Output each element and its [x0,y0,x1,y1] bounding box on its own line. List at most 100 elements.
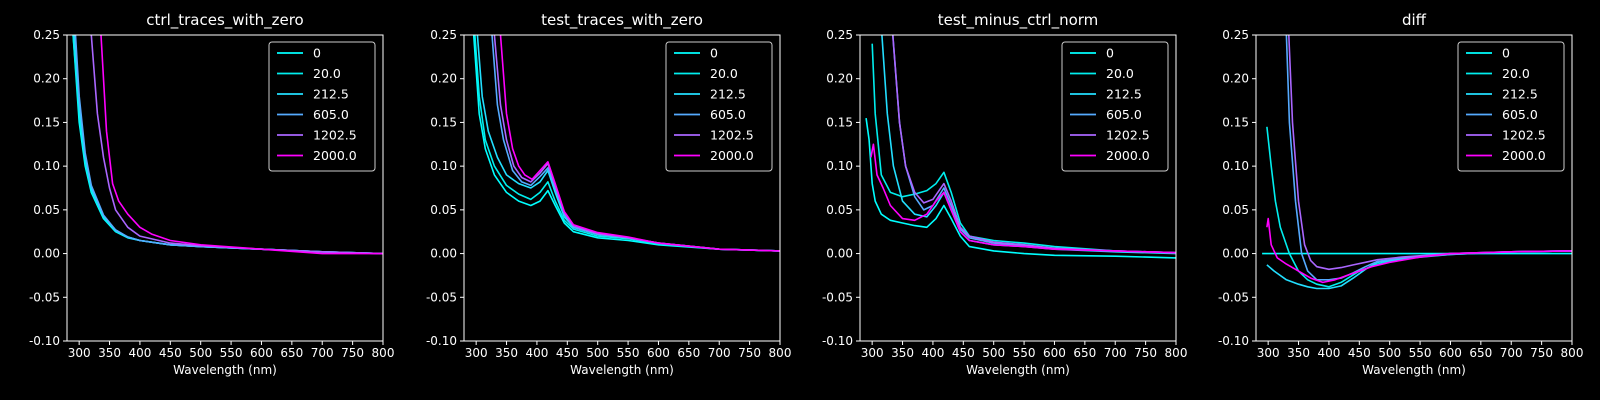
x-axis-label: Wavelength (nm) [1362,363,1466,377]
x-tick-label: 800 [372,346,395,360]
y-tick-label: -0.05 [1218,290,1249,304]
legend-entry-label: 0 [1502,46,1510,61]
plot-frame [1255,34,1573,342]
x-tick-label: 400 [525,346,548,360]
series-group [472,35,780,252]
chart-panel-3: test_minus_ctrl_norm 300 350 400 450 500 550 60… [822,11,1188,377]
legend: 0 20.0 212.5 605.0 1202.5 2000.0 [268,41,376,172]
legend-entry-label: 1202.5 [710,128,754,143]
x-tick-label: 700 [311,346,334,360]
x-tick-label: 450 [1348,346,1371,360]
x-tick-label: 300 [861,346,884,360]
y-tick-label: 0.00 [430,247,457,261]
legend-entry-label: 0 [313,46,321,61]
legend-entry-label: 605.0 [313,107,349,122]
x-tick-label: 550 [617,346,640,360]
y-tick-label: 0.15 [430,115,457,129]
y-tick-label: 0.15 [33,115,60,129]
x-tick-label: 650 [1469,346,1492,360]
x-tick-label: 450 [159,346,182,360]
series-line-2000.0 [870,143,1176,254]
series-group [865,35,1176,259]
legend-entry-label: 2000.0 [710,148,754,163]
x-tick-label: 450 [952,346,975,360]
series-line-0 [472,35,780,252]
legend-entry-label: 0 [710,46,718,61]
chart-title: test_traces_with_zero [541,11,703,30]
x-axis-label: Wavelength (nm) [570,363,674,377]
y-tick-label: 0.05 [826,203,853,217]
x-tick-label: 600 [1043,346,1066,360]
x-axis-label: Wavelength (nm) [966,363,1070,377]
x-tick-label: 800 [769,346,792,360]
legend-entry-label: 1202.5 [1106,128,1150,143]
x-tick-label: 550 [1409,346,1432,360]
legend: 0 20.0 212.5 605.0 1202.5 2000.0 [1457,41,1565,172]
x-tick-label: 350 [891,346,914,360]
y-tick-label: -0.10 [822,334,853,348]
plot-frame [859,34,1177,342]
x-tick-label: 450 [556,346,579,360]
x-tick-label: 400 [128,346,151,360]
y-tick-label: 0.05 [33,203,60,217]
legend-entry-label: 605.0 [1502,107,1538,122]
legend-entry-label: 212.5 [1106,87,1142,102]
x-tick-label: 500 [586,346,609,360]
x-tick-label: 400 [921,346,944,360]
legend: 0 20.0 212.5 605.0 1202.5 2000.0 [665,41,773,172]
y-tick-label: 0.10 [430,159,457,173]
x-tick-label: 600 [250,346,273,360]
x-tick-label: 600 [1439,346,1462,360]
y-tick-label: 0.00 [826,247,853,261]
y-tick-label: 0.25 [33,28,60,42]
y-tick-label: -0.05 [426,290,457,304]
plot-frame [463,34,781,342]
x-tick-label: 550 [220,346,243,360]
x-tick-label: 300 [1257,346,1280,360]
x-tick-label: 650 [677,346,700,360]
y-tick-label: 0.20 [1222,72,1249,86]
y-tick-label: 0.10 [33,159,60,173]
x-tick-label: 500 [1378,346,1401,360]
chart-title: test_minus_ctrl_norm [938,11,1099,30]
x-tick-label: 700 [1500,346,1523,360]
series-line-20.0 [474,35,780,252]
x-tick-label: 650 [1073,346,1096,360]
legend-entry-label: 1202.5 [1502,128,1546,143]
x-tick-label: 700 [1104,346,1127,360]
y-tick-label: -0.10 [1218,334,1249,348]
y-tick-label: -0.05 [29,290,60,304]
x-tick-label: 350 [495,346,518,360]
x-tick-label: 800 [1165,346,1188,360]
y-tick-label: 0.00 [1222,247,1249,261]
legend-entry-label: 1202.5 [313,128,357,143]
legend-entry-label: 20.0 [1502,66,1530,81]
chart-panel-2: test_traces_with_zero 300 350 400 450 500 550 6… [426,11,792,377]
legend-entry-label: 212.5 [710,87,746,102]
legend-entry-label: 605.0 [710,107,746,122]
y-tick-label: 0.10 [1222,159,1249,173]
legend-entry-label: 605.0 [1106,107,1142,122]
x-tick-label: 750 [1134,346,1157,360]
x-tick-label: 700 [708,346,731,360]
legend-entry-label: 20.0 [710,66,738,81]
x-tick-label: 800 [1561,346,1584,360]
chart-title: diff [1402,11,1427,29]
x-tick-label: 500 [189,346,212,360]
legend-entry-label: 2000.0 [1502,148,1546,163]
y-tick-label: -0.10 [426,334,457,348]
legend-entry-label: 20.0 [1106,66,1134,81]
legend: 0 20.0 212.5 605.0 1202.5 2000.0 [1061,41,1169,172]
x-tick-label: 750 [1530,346,1553,360]
series-line-1202.5 [892,35,1176,254]
x-tick-label: 550 [1013,346,1036,360]
y-tick-label: 0.15 [1222,115,1249,129]
series-line-20.0 [871,43,1176,254]
y-tick-label: 0.20 [826,72,853,86]
x-tick-label: 500 [982,346,1005,360]
y-tick-label: 0.10 [826,159,853,173]
series-group [1262,35,1572,290]
x-tick-label: 750 [341,346,364,360]
y-tick-label: 0.05 [430,203,457,217]
